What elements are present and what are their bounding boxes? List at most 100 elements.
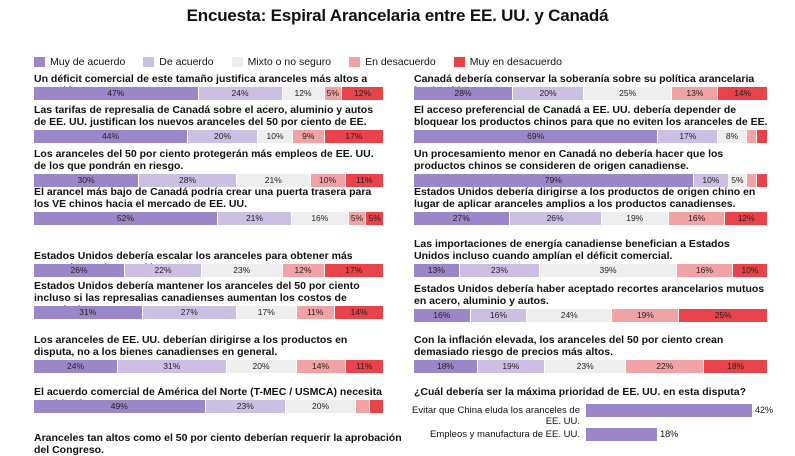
question-label: Estados Unidos debería dirigirse a los p… (414, 186, 756, 210)
legend-label: De acuerdo (159, 56, 214, 68)
bar-segment: 24% (34, 360, 118, 373)
bar-segment: 22% (125, 264, 202, 277)
bar-segment (356, 400, 370, 413)
bar-segment: 5% (324, 87, 342, 100)
bar-segment: 19% (612, 309, 680, 322)
bar-segment: 20% (513, 87, 584, 100)
question-label: Los aranceles del 50 por ciento proteger… (34, 148, 374, 172)
bar-segment: 19% (601, 212, 669, 225)
stacked-bar: 47% 24% 12% 5% 12% (34, 87, 384, 100)
bar-segment: 8% (718, 130, 747, 143)
bar-segment: 14% (718, 87, 768, 100)
legend-swatch (231, 57, 243, 67)
bar-segment: 14% (296, 360, 346, 373)
bar-segment: 5% (366, 212, 384, 225)
question-label: Las importaciones de energía canadiense … (414, 238, 730, 262)
bar-segment: 11% (296, 306, 335, 319)
bar-segment: 10% (732, 264, 768, 277)
legend: Muy de acuerdo De acuerdo Mixto o no segur… (34, 56, 562, 68)
legend-label: Mixto o no seguro (247, 56, 332, 68)
priority-bar (586, 428, 658, 441)
legend-swatch (453, 57, 465, 67)
stacked-bar: 79% 10% 5% (414, 174, 768, 187)
bar-segment: 30% (34, 174, 139, 187)
bar-segment: 11% (345, 360, 384, 373)
bar-segment: 20% (226, 360, 297, 373)
chart-title: Encuesta: Espiral Arancelaria entre EE. … (186, 6, 609, 25)
bar-segment: 47% (34, 87, 199, 100)
bar-segment: 25% (679, 309, 768, 322)
bar-segment: 27% (414, 212, 510, 225)
bar-segment: 52% (34, 212, 218, 225)
bar-segment (746, 174, 758, 187)
bar-segment (757, 174, 768, 187)
bar-segment: 18% (704, 360, 768, 373)
stacked-bar: 30% 28% 21% 10% 11% (34, 174, 384, 187)
bar-segment: 26% (509, 212, 602, 225)
bar-segment: 10% (310, 174, 346, 187)
bar-segment: 16% (676, 264, 733, 277)
legend-label: Muy de acuerdo (50, 56, 126, 68)
bar-segment (757, 130, 768, 143)
bar-segment: 12% (282, 264, 325, 277)
bar-segment: 79% (414, 174, 694, 187)
bar-segment: 23% (202, 264, 283, 277)
question-label: Los aranceles de EE. UU. deberían dirigi… (34, 334, 348, 358)
priority-category-label: Empleos y manufactura de EE. UU. (430, 429, 580, 440)
priority-value-label: 42% (755, 405, 774, 415)
bar-segment: 69% (414, 130, 659, 143)
legend-item: En desacuerdo (349, 56, 436, 68)
stacked-bar: 31% 27% 17% 11% 14% (34, 306, 384, 319)
stacked-bar: 44% 20% 10% 9% 17% (34, 130, 384, 143)
legend-item: De acuerdo (143, 56, 214, 68)
bar-segment: 17% (237, 306, 297, 319)
bar-segment: 21% (217, 212, 293, 225)
bar-segment (746, 130, 758, 143)
bar-segment: 19% (477, 360, 545, 373)
bar-segment: 44% (34, 130, 188, 143)
bar-segment: 28% (414, 87, 514, 100)
question-label: Con la inflación elevada, los aranceles … (414, 334, 724, 358)
bar-segment: 9% (293, 130, 325, 143)
bar-segment: 23% (205, 400, 286, 413)
bar-segment: 24% (527, 309, 613, 322)
bar-segment: 17% (658, 130, 719, 143)
bar-segment: 20% (286, 400, 356, 413)
bar-segment: 12% (342, 87, 384, 100)
bar-segment: 20% (188, 130, 258, 143)
question-label: Aranceles tan altos como el 50 por cient… (34, 432, 402, 456)
bar-segment: 12% (725, 212, 768, 225)
legend-item: Mixto o no seguro (231, 56, 332, 68)
bar-segment: 31% (34, 306, 143, 319)
stacked-bar: 13% 23% 39% 16% 10% (414, 264, 768, 277)
bar-segment: 26% (34, 264, 125, 277)
stacked-bar: 27% 26% 19% 16% 12% (414, 212, 768, 225)
bar-segment: 39% (540, 264, 677, 277)
bar-segment: 18% (414, 360, 478, 373)
bar-segment: 5% (348, 212, 367, 225)
bar-segment: 49% (34, 400, 206, 413)
priority-question: ¿Cuál debería ser la máxima prioridad de… (414, 386, 747, 398)
stacked-bar: 26% 22% 23% 12% 17% (34, 264, 384, 277)
bar-segment: 14% (335, 306, 384, 319)
bar-segment: 25% (583, 87, 673, 100)
bar-segment: 16% (414, 309, 471, 322)
question-label: Las tarifas de represalia de Canadá sobr… (34, 104, 374, 140)
bar-segment: 17% (324, 130, 384, 143)
bar-segment: 12% (282, 87, 325, 100)
priority-bar (586, 404, 752, 417)
legend-item: Muy de acuerdo (34, 56, 125, 68)
stacked-bar: 16% 16% 24% 19% 25% (414, 309, 768, 322)
stacked-bar: 24% 31% 20% 14% 11% (34, 360, 384, 373)
bar-segment: 5% (729, 174, 747, 187)
bar-segment: 13% (414, 264, 460, 277)
bar-segment: 24% (198, 87, 283, 100)
legend-label: En desacuerdo (365, 56, 436, 68)
legend-swatch (143, 57, 155, 67)
legend-swatch (349, 57, 361, 67)
bar-segment: 23% (544, 360, 627, 373)
bar-segment: 17% (324, 264, 384, 277)
priority-value-label: 18% (660, 429, 679, 439)
question-label: El arancel más bajo de Canadá podría cre… (34, 186, 372, 210)
question-label: Un procesamiento menor en Canadá no debe… (414, 148, 724, 172)
